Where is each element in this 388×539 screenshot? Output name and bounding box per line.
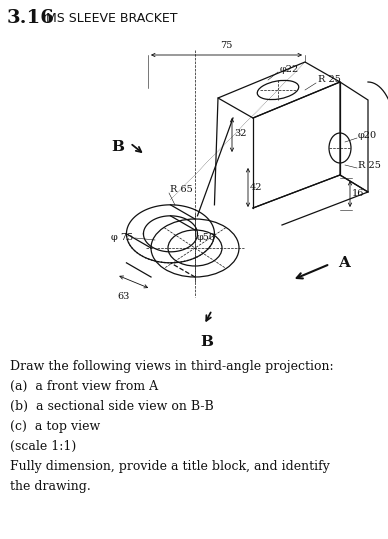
Text: A: A — [338, 256, 350, 270]
Text: R 25: R 25 — [318, 75, 341, 85]
Text: φ 75: φ 75 — [111, 233, 133, 243]
Text: (c)  a top view: (c) a top view — [10, 420, 100, 433]
Text: the drawing.: the drawing. — [10, 480, 91, 493]
Text: 75: 75 — [220, 41, 233, 50]
Text: φ20: φ20 — [358, 130, 377, 140]
Text: B: B — [111, 140, 125, 154]
Text: R 65: R 65 — [170, 185, 193, 195]
Text: 3.16: 3.16 — [7, 9, 55, 27]
Text: MS SLEEVE BRACKET: MS SLEEVE BRACKET — [42, 11, 177, 24]
Text: 42: 42 — [250, 183, 263, 192]
Text: φ50: φ50 — [197, 233, 216, 243]
Text: Fully dimension, provide a title block, and identify: Fully dimension, provide a title block, … — [10, 460, 330, 473]
Text: (b)  a sectional side view on B-B: (b) a sectional side view on B-B — [10, 400, 214, 413]
Text: 63: 63 — [118, 292, 130, 301]
Text: 32: 32 — [234, 128, 246, 137]
Text: φ22: φ22 — [280, 66, 299, 74]
Text: Draw the following views in third-angle projection:: Draw the following views in third-angle … — [10, 360, 334, 373]
Text: R 25: R 25 — [358, 161, 381, 169]
Text: B: B — [201, 335, 213, 349]
Text: (scale 1:1): (scale 1:1) — [10, 440, 76, 453]
Text: (a)  a front view from A: (a) a front view from A — [10, 380, 158, 393]
Text: 16: 16 — [352, 190, 364, 198]
